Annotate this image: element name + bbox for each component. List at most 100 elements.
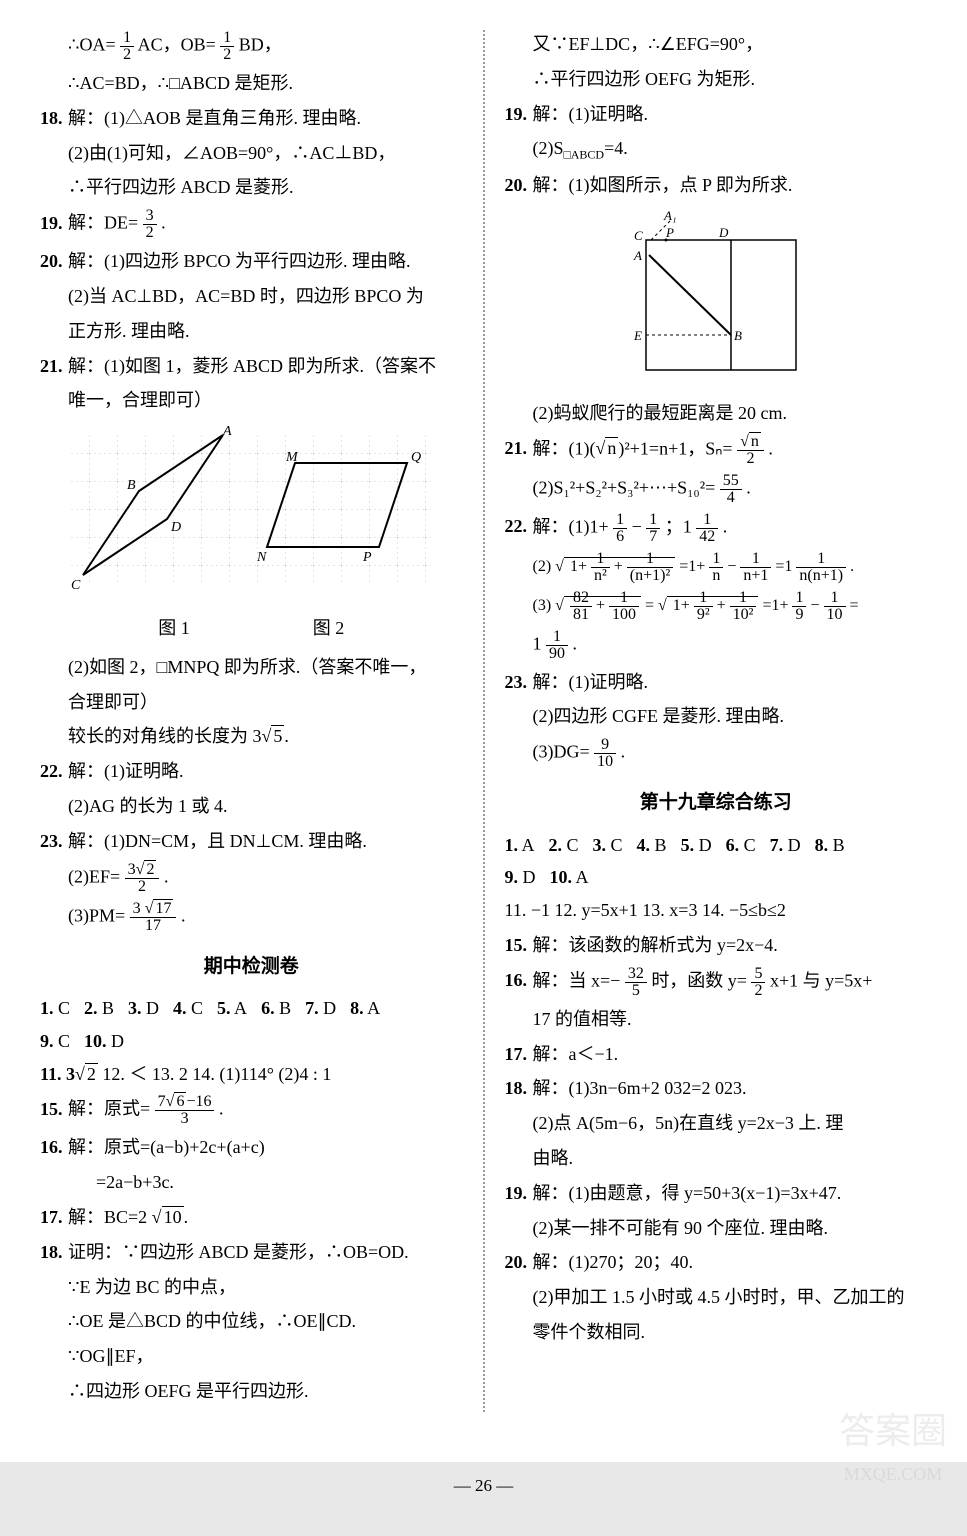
q-m18: 18.解：(1)3n−6m+2 032=2 023. xyxy=(505,1074,928,1103)
q-m17: 17.解：a＜−1. xyxy=(505,1040,928,1069)
q-number: 19. xyxy=(505,100,533,129)
q19: 19.解：DE= 32 . xyxy=(40,208,463,241)
q-number: 19. xyxy=(40,209,68,238)
fraction: 32 xyxy=(143,208,157,241)
q21: 21.解：(1)(n)²+1=n+1，Sₙ= n2 . xyxy=(505,434,928,467)
line: 唯一，合理即可） xyxy=(40,386,463,415)
text: AC，OB= xyxy=(138,35,216,55)
mcq-item: 2. C xyxy=(549,831,579,860)
q21: 21.解：(1)如图 1，菱形 ABCD 即为所求.（答案不 xyxy=(40,352,463,381)
text: . xyxy=(746,477,751,497)
line: (3)DG= 910 . xyxy=(505,737,928,770)
text: . xyxy=(184,1207,189,1227)
text: BD， xyxy=(239,35,282,55)
line: 零件个数相同. xyxy=(505,1318,928,1347)
sqrt: 8281 + 1100 xyxy=(555,590,641,623)
line: (2)当 AC⊥BD，AC=BD 时，四边形 BPCO 为 xyxy=(40,282,463,311)
fraction: 910 xyxy=(594,737,616,770)
q-number: 20. xyxy=(505,171,533,200)
text: 12. ＜ 13. 2 14. (1)114° (2)4 : 1 xyxy=(98,1064,332,1084)
line: (2)EF= 322 . xyxy=(40,862,463,895)
q-m16: 16.解：当 x=− 325 时，函数 y= 52 x+1 与 y=5x+ xyxy=(505,966,928,999)
q-number: 15. xyxy=(40,1095,68,1124)
text: =4. xyxy=(604,138,628,158)
fraction: 12 xyxy=(120,30,134,63)
line: (2)AG 的长为 1 或 4. xyxy=(40,792,463,821)
q-number: 20. xyxy=(505,1248,533,1277)
grid-diagram: A B C D M Q N P xyxy=(61,425,441,605)
mcq-item: 4. B xyxy=(637,831,667,860)
text: 解：a＜−1. xyxy=(533,1044,619,1064)
line: 11. 32 12. ＜ 13. 2 14. (1)114° (2)4 : 1 xyxy=(40,1060,463,1089)
sqrt: n xyxy=(595,434,618,463)
text: 解：(1)证明略. xyxy=(533,104,649,124)
line: (2)S□ABCD=4. xyxy=(505,134,928,165)
q-m19: 19.解：(1)由题意，得 y=50+3(x−1)=3x+47. xyxy=(505,1179,928,1208)
svg-text:B: B xyxy=(127,478,136,493)
text: 解：当 x=− xyxy=(533,970,621,990)
mcq-item: 9. D xyxy=(505,863,536,892)
line: (2)四边形 CGFE 是菱形. 理由略. xyxy=(505,702,928,731)
q-number: 23. xyxy=(505,668,533,697)
line: 由略. xyxy=(505,1144,928,1173)
text: 1 xyxy=(533,633,542,653)
q-number: 23. xyxy=(40,827,68,856)
mcq-item: 9. C xyxy=(40,1027,70,1056)
line: ∵E 为边 BC 的中点， xyxy=(40,1273,463,1302)
text: = xyxy=(850,597,859,614)
q-number: 17. xyxy=(505,1040,533,1069)
watermark-url: MXQE.COM xyxy=(839,1460,947,1489)
svg-text:D: D xyxy=(718,225,729,240)
line: ∴四边形 OEFG 是平行四边形. xyxy=(40,1377,463,1406)
fraction: 17 xyxy=(646,512,660,545)
q-number: 22. xyxy=(40,757,68,786)
text: (2) xyxy=(533,558,552,575)
fraction: 110 xyxy=(824,590,846,623)
q-number: 18. xyxy=(505,1074,533,1103)
mcq-row: 1. A2. C3. C4. B5. D6. C7. D8. B xyxy=(505,831,928,860)
q19: 19.解：(1)证明略. xyxy=(505,100,928,129)
mcq-item: 5. D xyxy=(681,831,712,860)
fraction: n2 xyxy=(737,434,764,467)
q-number: 19. xyxy=(505,1179,533,1208)
mcq-item: 3. C xyxy=(593,831,623,860)
text: (2)EF= xyxy=(68,866,120,886)
text: 证明：∵四边形 ABCD 是菱形，∴OB=OD. xyxy=(68,1242,409,1262)
line: ∵OG∥EF， xyxy=(40,1342,463,1371)
q-m15: 15.解：该函数的解析式为 y=2x−4. xyxy=(505,931,928,960)
line: (2)由(1)可知，∠AOB=90°，∴AC⊥BD， xyxy=(40,139,463,168)
text: 解：(1)270；20；40. xyxy=(533,1252,694,1272)
text: (2)S₁²+S₂²+S₃²+⋯+S₁₀²= xyxy=(533,477,716,497)
mcq-item: 3. D xyxy=(128,994,159,1023)
text: )²+1=n+1，Sₙ= xyxy=(618,438,732,458)
q22: 22.解：(1)1+ 16 − 17 ；1 142 . xyxy=(505,512,928,545)
mcq-item: 10. D xyxy=(84,1027,124,1056)
mcq-row: 9. C 10. D xyxy=(40,1027,463,1056)
figure-grid: A B C D M Q N P 图 1 图 2 xyxy=(40,425,463,643)
text: 解：BC=2 xyxy=(68,1207,152,1227)
text: =1 xyxy=(775,558,792,575)
line: (3)PM= 3 1717 . xyxy=(40,901,463,934)
mcq-item: 8. A xyxy=(350,994,380,1023)
fig-label: 图 2 xyxy=(254,614,404,643)
text: =1+ xyxy=(679,558,705,575)
mcq-item: 7. D xyxy=(305,994,336,1023)
text: (3) xyxy=(533,597,552,614)
q-m18: 18.证明：∵四边形 ABCD 是菱形，∴OB=OD. xyxy=(40,1238,463,1267)
watermark-text: 答案圈 xyxy=(839,1403,947,1461)
unfold-diagram: A₁ C P D A E B xyxy=(616,210,816,380)
q-m17: 17.解：BC=2 10. xyxy=(40,1203,463,1232)
line: (2)S₁²+S₂²+S₃²+⋯+S₁₀²= 554 . xyxy=(505,473,928,506)
text: 解：(1)如图 1，菱形 ABCD 即为所求.（答案不 xyxy=(68,356,436,376)
text: 解：(1)( xyxy=(533,438,596,458)
svg-text:A: A xyxy=(633,248,642,263)
text: . xyxy=(284,726,289,746)
svg-text:N: N xyxy=(256,550,267,565)
fraction: 325 xyxy=(625,966,647,999)
line: ∴OA= 12 AC，OB= 12 BD， xyxy=(40,30,463,63)
line: 又∵EF⊥DC，∴∠EFG=90°， xyxy=(505,30,928,59)
mcq-item: 1. A xyxy=(505,831,535,860)
text: = xyxy=(645,597,654,614)
text: 解：(1)3n−6m+2 032=2 023. xyxy=(533,1078,747,1098)
line: ∴OE 是△BCD 的中位线，∴OE∥CD. xyxy=(40,1307,463,1336)
